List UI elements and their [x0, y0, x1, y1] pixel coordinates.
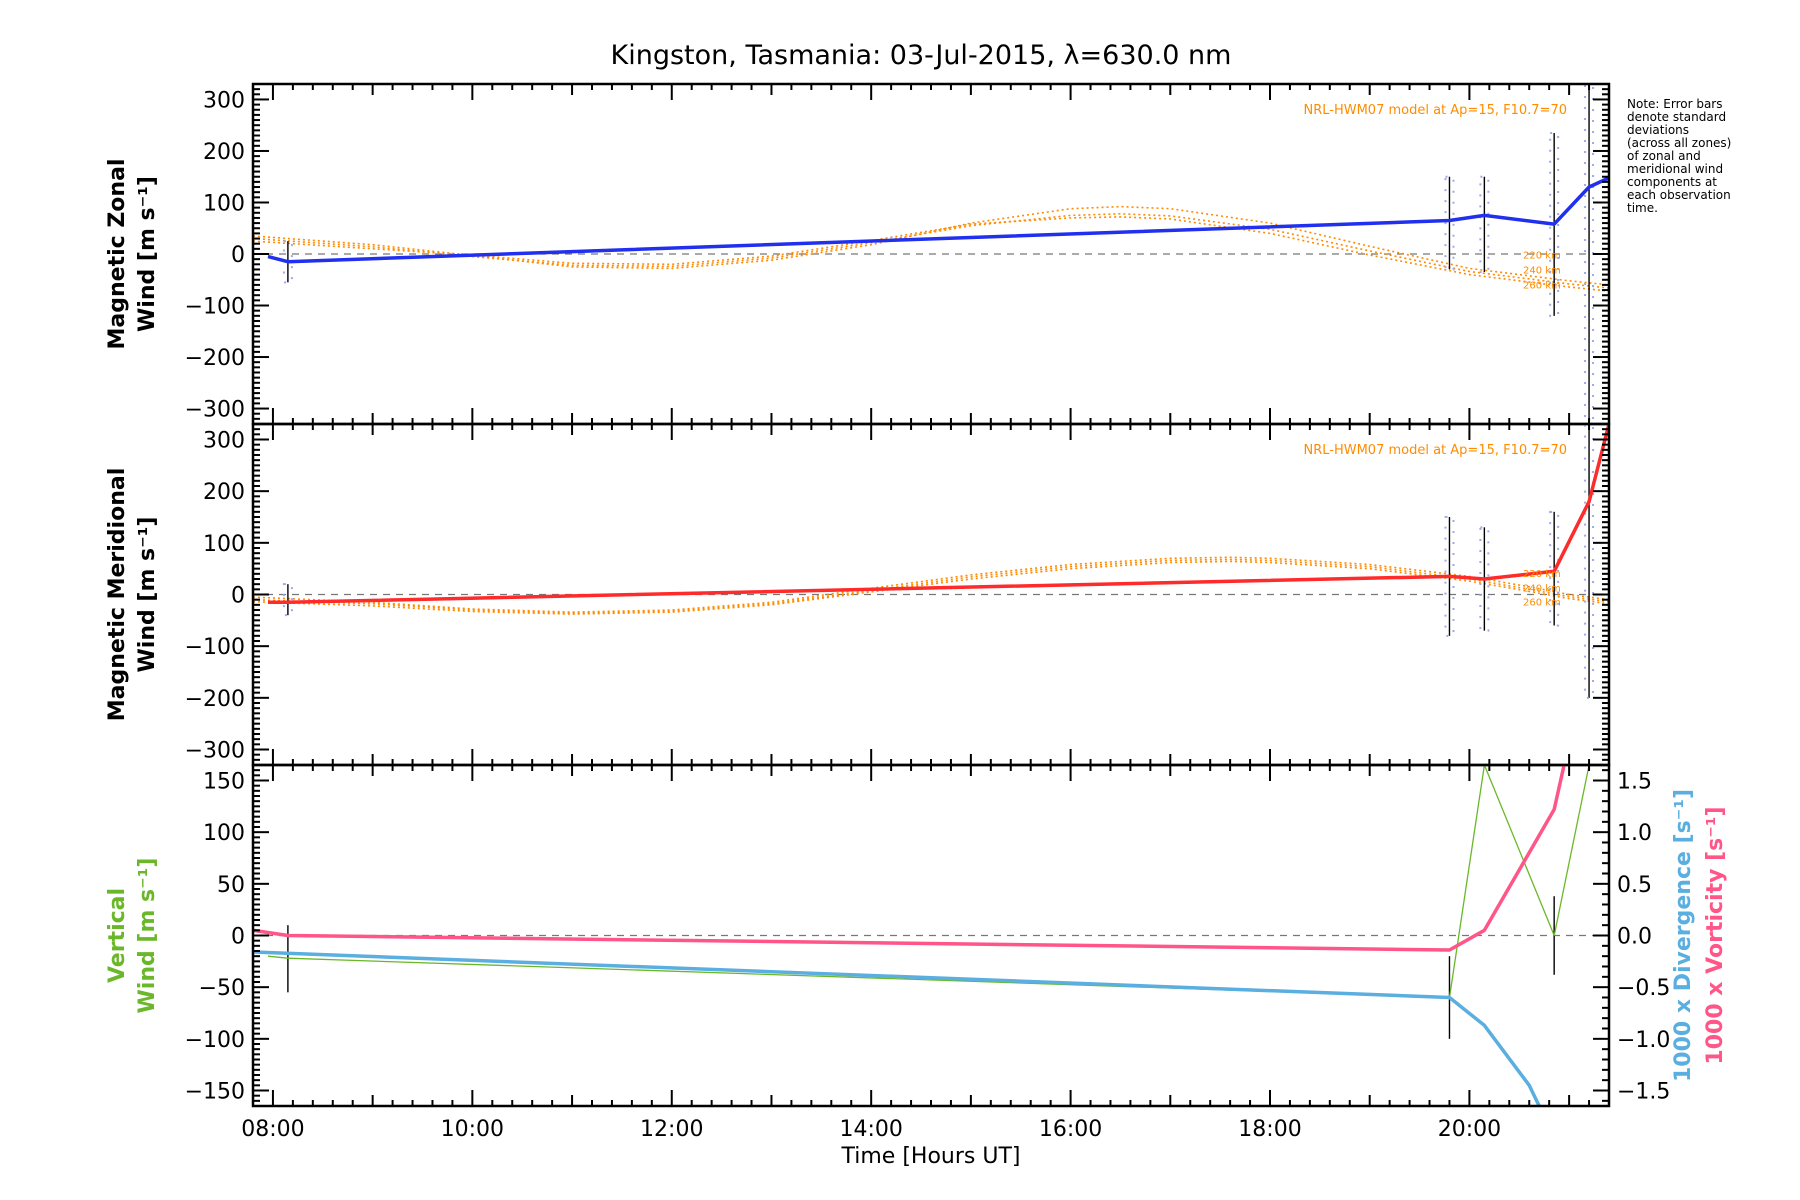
y2-axis-label: 1000 x Vorticity [s⁻¹] [1703, 806, 1728, 1064]
y-tick-label: −100 [185, 295, 245, 320]
y2-tick-label: 1.5 [1617, 770, 1652, 795]
y-tick-label: 100 [203, 821, 245, 846]
plot-area [253, 424, 1609, 699]
y-axis-label: Wind [m s⁻¹] [135, 176, 160, 332]
x-tick-label: 18:00 [1238, 1117, 1301, 1142]
zone-points [282, 583, 293, 617]
x-axis-label: Time [Hours UT] [841, 1144, 1021, 1169]
y-axis-label: Vertical [105, 888, 130, 983]
y-axis-label: Magnetic Meridional [105, 468, 130, 721]
y2-axis-label: 1000 x Divergence [s⁻¹] [1671, 789, 1696, 1082]
y-tick-label: 100 [203, 532, 245, 557]
y-tick-label: 100 [203, 191, 245, 216]
note-line: of zonal and [1627, 149, 1701, 163]
note-line: time. [1627, 201, 1658, 215]
model-curve-2 [253, 212, 1609, 289]
chart-title: Kingston, Tasmania: 03-Jul-2015, λ=630.0… [611, 40, 1232, 71]
model-curve-1 [253, 205, 1609, 286]
model-label: NRL-HWM07 model at Ap=15, F10.7=70 [1304, 103, 1568, 118]
y-tick-label: 150 [203, 770, 245, 795]
x-tick-label: 08:00 [241, 1117, 304, 1142]
altitude-label: 240 km [1523, 583, 1561, 594]
y-tick-label: 200 [203, 140, 245, 165]
y-tick-label: −150 [185, 1080, 245, 1105]
note-line: components at [1627, 175, 1717, 189]
y-tick-label: −100 [185, 1028, 245, 1053]
zone-points [1584, 424, 1595, 699]
note-line: denote standard [1627, 110, 1726, 124]
x-tick-label: 10:00 [441, 1117, 504, 1142]
zone-points [1444, 175, 1455, 271]
y-tick-label: −200 [185, 346, 245, 371]
altitude-label: 260 km [1523, 281, 1561, 292]
panel-vertical: −150 −100 −50 0 50 100 150 −1.5 −1.0 −0.5 0.0 0.5 1.… [105, 763, 1728, 1169]
series-line-1000-x-vorticity [253, 765, 1566, 952]
x-tick-label: 20:00 [1438, 1117, 1501, 1142]
zone-points [1549, 131, 1560, 317]
y-tick-label: 50 [217, 873, 245, 898]
series-line-meridional [268, 424, 1609, 605]
y2-tick-label: −0.5 [1617, 976, 1670, 1001]
panel-meridional: NRL-HWM07 model at Ap=15, F10.7=70 220 km… [105, 422, 1611, 767]
model-curve-2 [253, 558, 1609, 614]
y-tick-label: −50 [199, 976, 245, 1001]
model-label: NRL-HWM07 model at Ap=15, F10.7=70 [1304, 443, 1568, 458]
model-curve-3 [253, 560, 1609, 615]
panel-zonal: NRL-HWM07 model at Ap=15, F10.7=70 220 km… [105, 82, 1611, 426]
plot-area [253, 765, 1609, 1106]
altitude-label: 220 km [1523, 250, 1561, 261]
panels: NRL-HWM07 model at Ap=15, F10.7=70 220 km… [105, 82, 1728, 1169]
note-line: each observation [1627, 188, 1731, 202]
series-line-zonal [267, 176, 1609, 264]
y2-tick-label: 1.0 [1617, 821, 1652, 846]
x-tick-label: 16:00 [1039, 1117, 1102, 1142]
model-curve-1 [253, 556, 1609, 613]
altitude-label: 240 km [1523, 266, 1561, 277]
y-tick-label: −100 [185, 635, 245, 660]
y2-tick-label: 0.5 [1617, 873, 1652, 898]
zone-points [1479, 175, 1490, 274]
altitude-label: 260 km [1523, 597, 1561, 608]
series-line-vertical-wind [267, 765, 1590, 999]
note-line: meridional wind [1627, 162, 1723, 176]
y-tick-label: 300 [203, 88, 245, 113]
plot-area [253, 84, 1609, 424]
y-axis-label: Wind [m s⁻¹] [135, 858, 160, 1014]
y2-tick-label: 0.0 [1617, 925, 1652, 950]
y-tick-label: 0 [231, 584, 245, 609]
x-tick-label: 12:00 [640, 1117, 703, 1142]
note-line: deviations [1627, 123, 1689, 137]
x-tick-label: 14:00 [839, 1117, 902, 1142]
y2-tick-label: −1.5 [1617, 1080, 1670, 1105]
note-line: (across all zones) [1627, 136, 1731, 150]
y-tick-label: 200 [203, 480, 245, 505]
y-axis-label: Wind [m s⁻¹] [135, 517, 160, 673]
altitude-label: 220 km [1523, 569, 1561, 580]
y-axis-label: Magnetic Zonal [105, 159, 130, 350]
y-tick-label: 0 [231, 925, 245, 950]
y-tick-label: −200 [185, 687, 245, 712]
series-line-1000-x-divergence [253, 950, 1541, 1106]
y-tick-label: 0 [231, 243, 245, 268]
model-curve-3 [253, 216, 1609, 292]
y2-tick-label: −1.0 [1617, 1028, 1670, 1053]
y-tick-label: −300 [185, 739, 245, 764]
y-tick-label: −300 [185, 398, 245, 423]
note-line: Note: Error bars [1627, 97, 1722, 111]
y-tick-label: 300 [203, 429, 245, 454]
